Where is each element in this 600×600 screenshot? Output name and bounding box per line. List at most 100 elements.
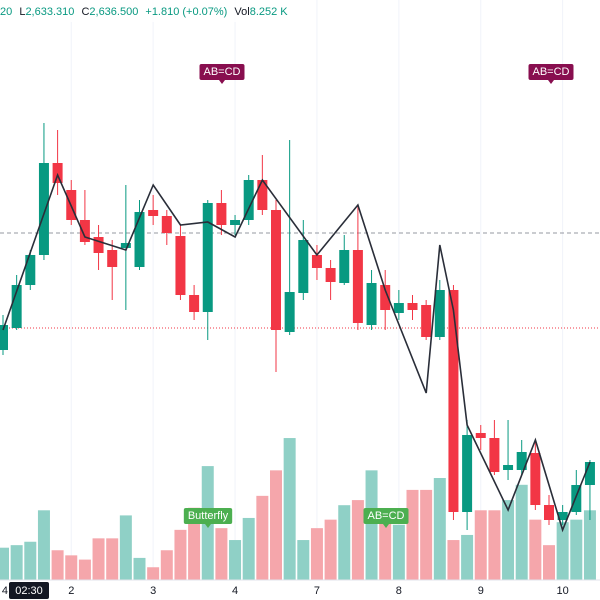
x-tick-label: 4 [2,585,8,597]
grid [0,0,600,580]
volume-bar [324,519,337,580]
pattern-label-bg [199,64,245,80]
candle-body [516,452,527,470]
x-tick-label: 2 [68,585,74,597]
volume-bar [256,495,269,580]
candle-body [52,163,63,183]
x-tick-label: 4 [232,585,238,597]
volume-bar [24,541,37,580]
volume-bar [37,510,50,580]
candle-body [475,433,486,438]
candle-body [571,485,582,512]
volume-bar [160,550,173,580]
candle-body [134,212,145,267]
volume-bar [270,470,282,580]
candle-body [161,216,172,233]
pattern-label-pointer [205,524,211,528]
candle-body [352,250,363,323]
candle-body [544,505,554,520]
candle-body [189,295,200,312]
volume-bar [51,550,64,580]
pattern-label: AB=CD [363,508,409,528]
volume-bar [10,545,23,580]
volume-bar [365,470,378,580]
x-tick-label: 9 [478,585,484,597]
candle-body [434,290,445,337]
volume-bar [119,515,132,580]
pattern-label-text: AB=CD [533,66,570,78]
x-tick-label: 3 [150,585,156,597]
pattern-label-pointer [383,524,389,528]
volume-bar [529,519,542,580]
volume-bar [174,529,187,580]
candle-body [557,512,568,520]
candle-body [339,250,350,283]
ohlc-header: 20 L2,633.310 C2,636.500 +1.810 (+0.07%)… [0,6,288,18]
candle-body [0,325,8,350]
volume-bar [502,500,515,580]
volume-bar [351,500,364,580]
time-axis [0,580,600,600]
volume-bar [92,538,105,580]
candle-body [489,438,500,472]
volume-value: 8.252 K [250,6,289,18]
volume-bar [133,557,146,580]
candle-body [120,243,131,248]
volume-bar [65,555,78,580]
low-label: L [19,6,25,18]
volume-bar [338,505,351,580]
candle-body [311,255,322,268]
candle-body [448,290,459,512]
annotations: AB=CD AB=CD Butterfly AB=CD [183,64,574,528]
volume-bar [297,540,310,580]
pattern-label: AB=CD [528,64,574,84]
candle-body [366,283,377,325]
candle-body [25,255,36,285]
candle-body [93,237,104,253]
volume-bar [543,545,555,580]
volume-bar [78,559,91,580]
volume-bar [242,517,255,580]
volume-bar [283,438,296,580]
candle-body [216,203,227,225]
candle-body [230,220,241,225]
x-tick-label: 10 [557,585,569,597]
volume-bar [0,547,9,580]
candle-body [421,305,432,337]
close-value: 2,636.500 [89,6,138,18]
volume-bar [570,519,583,580]
pattern-label: AB=CD [199,64,245,84]
volume-bar [433,478,446,580]
volume-bar [583,510,596,580]
candle-body [11,285,22,328]
candle-body [175,236,186,295]
pattern-label-pointer [548,80,554,84]
candle-body [380,285,391,310]
candle-body [284,292,295,332]
x-tick-label: 7 [314,585,320,597]
volume-bar [310,528,323,580]
pattern-label: Butterfly [183,508,233,528]
volume-bar [488,510,501,580]
change-value: +1.810 (+0.07%) [145,6,227,18]
pattern-label-pointer [219,80,225,84]
volume-bar [461,534,474,580]
volume-bar [229,540,242,580]
pattern-label-text: AB=CD [368,510,405,522]
volume-bar [188,507,201,580]
volume-bar [106,538,119,580]
candle-body [503,465,514,470]
volume-bar [147,567,160,580]
pattern-label-bg [528,64,574,80]
candle-body [79,220,90,242]
crosshair-label: 02:30 [15,585,43,597]
volume-bar [474,510,487,580]
volume-bar [420,489,433,580]
low-value: 2,633.310 [25,6,74,18]
volume-bar [447,540,460,580]
candle-body [243,180,254,220]
x-tick-label: 8 [396,585,402,597]
candle-body [38,163,49,255]
